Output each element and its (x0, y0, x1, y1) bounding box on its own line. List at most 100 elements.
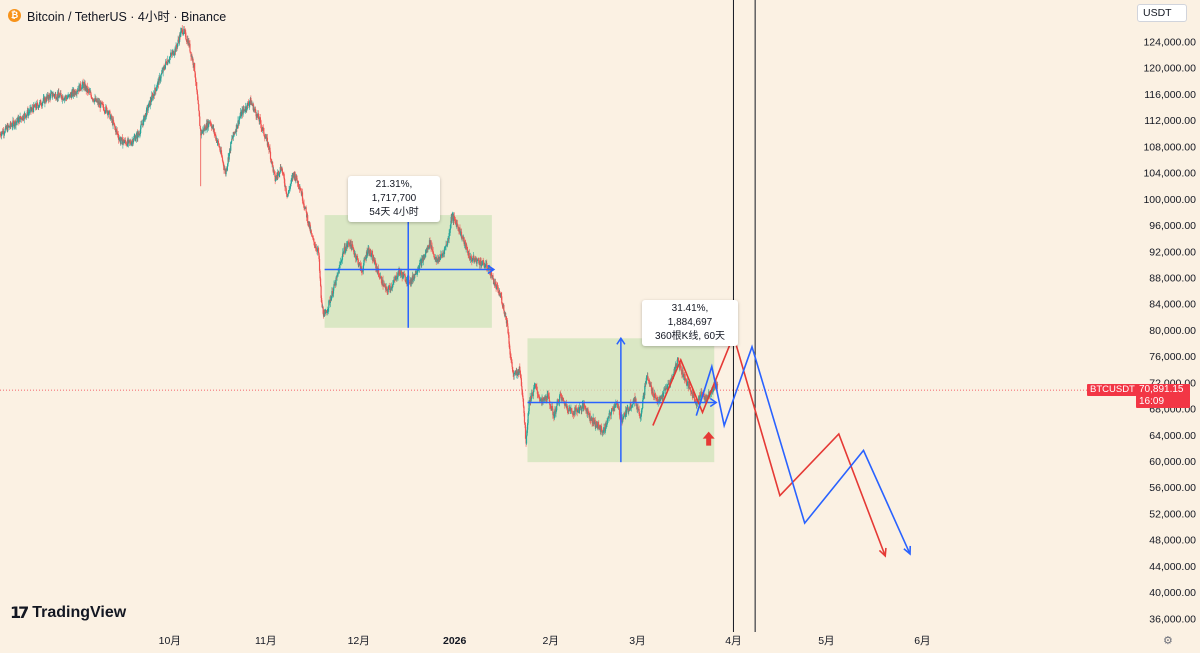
candle-body-444 (228, 152, 230, 160)
candle-body-886 (456, 223, 458, 225)
candle-body-989 (509, 354, 512, 358)
candle-body-450 (231, 138, 233, 140)
candle-body-971 (500, 295, 502, 297)
candle-body-90 (45, 96, 48, 102)
candle-body-1271 (655, 397, 657, 399)
candle-body-949 (489, 266, 491, 275)
candle-body-45 (22, 115, 24, 120)
bar-countdown: 16:09 (1139, 396, 1165, 407)
candle-body-423 (217, 140, 219, 144)
candle-body-1312 (676, 359, 678, 367)
candle-body-370 (190, 51, 192, 57)
candle-body-431 (221, 157, 224, 161)
y-tick-label: 120,000.00 (1143, 63, 1196, 75)
candle-body-278 (142, 118, 145, 125)
candle-body-876 (451, 215, 453, 220)
candle-body-1134 (584, 405, 587, 410)
candle-body-1131 (583, 403, 585, 409)
candle-body-360 (185, 32, 187, 39)
candle-body-231 (118, 138, 120, 140)
candle-body-583 (300, 190, 302, 192)
candle-body-789 (406, 277, 408, 283)
candle-body-990 (510, 357, 512, 361)
candle-body-535 (275, 176, 277, 180)
candle-body-474 (244, 109, 246, 111)
candle-body-399 (205, 129, 207, 131)
candle-body-1384 (713, 384, 716, 388)
candle-body-694 (357, 259, 359, 266)
candle-body-430 (221, 155, 223, 158)
y-tick-label: 124,000.00 (1143, 37, 1196, 49)
candle-body-617 (317, 248, 320, 254)
candle-body-983 (506, 320, 509, 327)
candle-body-1025 (528, 400, 530, 412)
candle-body-1039 (535, 385, 537, 387)
measure-horizontal-arrowhead-2 (709, 397, 718, 408)
candle-body-1267 (653, 397, 655, 399)
candle-body-956 (492, 278, 495, 285)
candle-body-686 (353, 251, 355, 255)
candle-body-646 (332, 288, 335, 294)
candle-body-338 (173, 53, 176, 55)
candle-body-761 (392, 283, 394, 287)
candle-body-854 (440, 254, 442, 258)
candle-body-96 (48, 94, 51, 96)
candle-body-814 (419, 261, 421, 264)
candle-body-374 (192, 58, 194, 65)
candle-body-670 (345, 247, 347, 252)
candle-body-669 (344, 251, 346, 253)
candle-body-520 (267, 142, 270, 148)
candle-body-201 (103, 107, 105, 111)
candle-body-1023 (527, 413, 529, 424)
candle-body-1258 (648, 380, 651, 385)
settings-gear-icon[interactable]: ⚙ (1163, 635, 1173, 647)
candle-body-634 (326, 311, 328, 314)
candle-body-101 (51, 91, 53, 97)
candle-body-1007 (519, 366, 521, 371)
candle-body-55 (27, 112, 29, 116)
candle-body-1091 (562, 398, 564, 401)
candle-body-109 (55, 98, 57, 100)
candle-body-760 (391, 286, 393, 288)
candle-body-1105 (569, 409, 572, 411)
candle-body-1289 (664, 388, 667, 391)
candle-body-769 (396, 278, 398, 280)
candle-body-881 (454, 218, 456, 220)
candle-body-58 (29, 109, 31, 113)
candle-body-554 (285, 186, 287, 192)
candle-body-104 (53, 93, 55, 96)
candle-body-985 (507, 333, 510, 336)
candle-body-268 (137, 132, 139, 135)
candle-body-438 (225, 169, 227, 175)
candle-body-1104 (569, 406, 571, 411)
candle-body-33 (16, 121, 18, 122)
candle-body-1293 (666, 384, 669, 390)
candle-body-491 (252, 104, 255, 112)
candle-body-320 (164, 65, 166, 70)
candle-body-562 (289, 186, 291, 190)
candle-body-1269 (654, 393, 656, 397)
candle-body-857 (441, 254, 444, 256)
candle-body-1318 (679, 364, 681, 367)
candle-body-609 (313, 242, 315, 246)
candle-body-1156 (596, 421, 598, 426)
candle-body-216 (110, 115, 113, 120)
candle-body-81 (41, 105, 43, 107)
candle-body-1074 (553, 414, 556, 419)
candle-body-1071 (552, 408, 554, 415)
candle-body-806 (415, 271, 417, 274)
candle-body-77 (39, 101, 41, 106)
candle-body-63 (31, 107, 34, 110)
candle-body-486 (250, 98, 252, 105)
currency-selector[interactable]: USDT (1137, 4, 1187, 22)
candle-body-353 (181, 28, 183, 33)
symbol-header[interactable]: ₿ Bitcoin / TetherUS · 4小时 · Binance (8, 6, 226, 25)
y-tick-label: 116,000.00 (1144, 89, 1196, 101)
tradingview-logo[interactable]: 17 TradingView (10, 603, 126, 622)
candle-body-1224 (631, 404, 633, 408)
candle-body-238 (122, 141, 124, 145)
candle-body-287 (147, 107, 149, 111)
candle-body-311 (159, 78, 162, 81)
candle-body-179 (91, 98, 94, 100)
